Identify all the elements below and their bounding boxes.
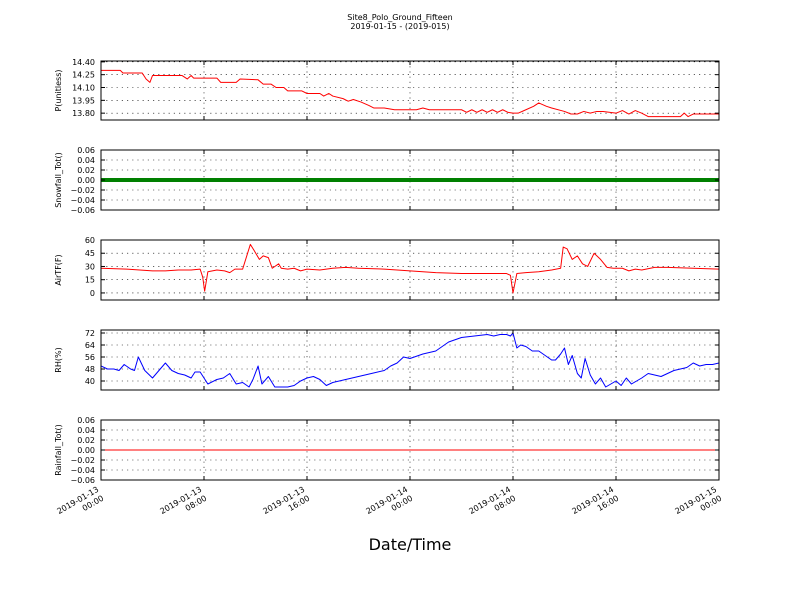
y-tick-label: 14.10 (72, 84, 95, 93)
subplot-stack: 13.80 13.95 14.10 14.25 14.40 P(unitless) −0.0… (54, 58, 720, 485)
y-tick-label: 60 (85, 236, 95, 245)
x-ticks (100, 240, 720, 300)
y-tick-label: 0.04 (77, 156, 95, 165)
y-axis-label: AirTF(F) (54, 254, 63, 285)
y-tick-label: 14.40 (72, 58, 95, 67)
y-tick-label: 48 (85, 365, 95, 374)
y-tick-label: 72 (85, 329, 95, 338)
y-tick-label: 0.00 (77, 446, 95, 455)
x-ticks (100, 150, 720, 210)
y-tick-label: 0.06 (77, 416, 95, 425)
y-tick-label: 0.02 (77, 166, 95, 175)
y-tick-label: 13.95 (72, 96, 95, 105)
y-tick-label: 0.04 (77, 426, 95, 435)
y-axis-label: Snowfall_Tot() (54, 152, 63, 208)
subplot-2: −0.06−0.04−0.020.000.020.040.06 Snowfall_… (54, 146, 720, 215)
y-tick-label: 15 (85, 276, 95, 285)
x-ticks (100, 61, 720, 120)
figure-title: Site8_Polo_Ground_Fifteen (347, 13, 452, 22)
y-tick-label: 0.06 (77, 146, 95, 155)
y-tick-label: 45 (85, 249, 95, 258)
y-axis-label: Rainfall_Tot() (54, 424, 63, 476)
y-tick-label: −0.06 (70, 206, 95, 215)
x-ticks (100, 420, 720, 480)
y-tick-label: −0.04 (70, 196, 95, 205)
y-ticks: −0.06−0.04−0.020.000.020.040.06 (70, 146, 719, 215)
y-tick-label: 0 (90, 289, 95, 298)
y-tick-label: −0.02 (70, 186, 95, 195)
subplot-5: −0.06−0.04−0.020.000.020.040.06 Rainfall_… (54, 416, 720, 485)
y-tick-label: −0.02 (70, 456, 95, 465)
y-tick-label: 0.00 (77, 176, 95, 185)
y-tick-label: −0.06 (70, 476, 95, 485)
y-tick-label: 30 (85, 262, 95, 271)
y-tick-label: 13.80 (72, 109, 95, 118)
y-tick-label: 64 (85, 341, 95, 350)
y-axis-label: P(unitless) (54, 69, 63, 111)
y-ticks: 40 48 56 64 72 (85, 329, 719, 386)
x-axis-label: Date/Time (369, 535, 452, 554)
series-line (101, 243, 719, 294)
y-tick-label: 0.02 (77, 436, 95, 445)
subplot-1: 13.80 13.95 14.10 14.25 14.40 P(unitless) (54, 58, 720, 121)
gridlines (101, 240, 719, 300)
figure-subtitle: 2019-01-15 - (2019-015) (350, 22, 449, 31)
y-tick-label: 14.25 (72, 71, 95, 80)
subplot-4: 40 48 56 64 72 RH(%) (54, 329, 720, 391)
y-ticks: −0.06−0.04−0.020.000.020.040.06 (70, 416, 719, 485)
y-tick-label: 56 (85, 353, 95, 362)
y-tick-label: 40 (85, 377, 95, 386)
y-ticks: 0 15 30 45 60 (85, 236, 719, 298)
y-axis-label: RH(%) (54, 347, 63, 372)
series-line (101, 69, 719, 118)
subplot-3: 0 15 30 45 60 AirTF(F) (54, 236, 720, 301)
series-line (101, 332, 719, 388)
y-ticks: 13.80 13.95 14.10 14.25 14.40 (72, 58, 719, 118)
x-ticks (100, 330, 720, 390)
y-tick-label: −0.04 (70, 466, 95, 475)
